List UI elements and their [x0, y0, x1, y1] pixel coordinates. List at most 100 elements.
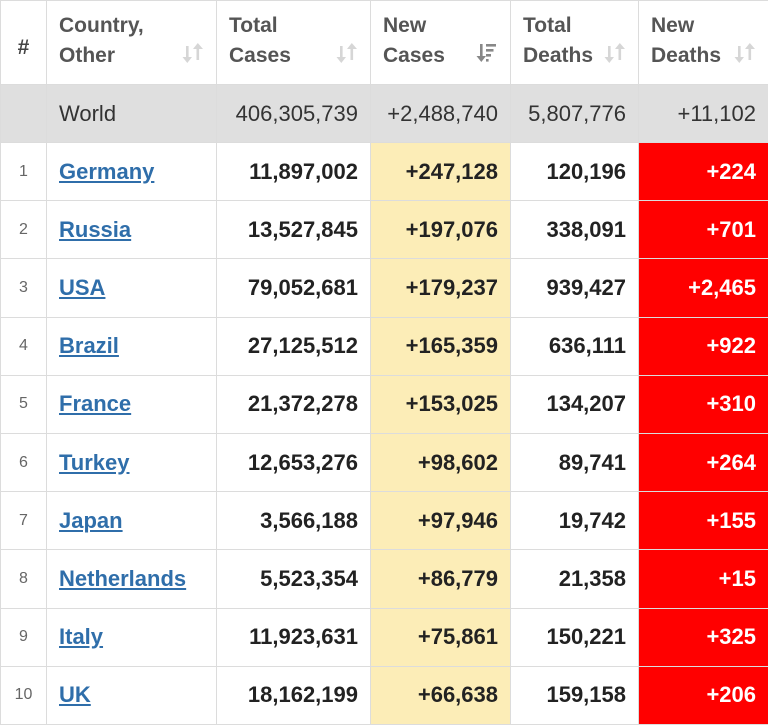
country-link-brazil[interactable]: Brazil	[59, 333, 119, 358]
column-header-label: Other	[59, 44, 115, 67]
country-link-italy[interactable]: Italy	[59, 624, 103, 649]
column-header-label: Total	[229, 14, 278, 37]
new-cases-cell: +165,359	[371, 317, 511, 375]
total-cases-cell: 79,052,681	[217, 259, 371, 317]
new-deaths-cell: +155	[639, 492, 768, 550]
sort-arrows-icon[interactable]	[604, 41, 626, 65]
rank-cell: 5	[1, 375, 47, 433]
rank-cell: 7	[1, 492, 47, 550]
sort-arrows-icon[interactable]	[336, 41, 358, 65]
table-row: 9 Italy 11,923,631 +75,861 150,221 +325	[1, 608, 768, 666]
country-cell: Netherlands	[47, 550, 217, 608]
total-cases-cell: 5,523,354	[217, 550, 371, 608]
rank-cell	[1, 85, 47, 143]
new-cases-cell: +179,237	[371, 259, 511, 317]
rank-cell: 8	[1, 550, 47, 608]
new-deaths-cell: +264	[639, 433, 768, 491]
total-deaths-cell: 338,091	[511, 201, 639, 259]
country-link-netherlands[interactable]: Netherlands	[59, 566, 186, 591]
new-cases-cell: +197,076	[371, 201, 511, 259]
country-link-russia[interactable]: Russia	[59, 217, 131, 242]
total-deaths-cell: 5,807,776	[511, 85, 639, 143]
total-deaths-cell: 150,221	[511, 608, 639, 666]
total-deaths-cell: 159,158	[511, 666, 639, 724]
country-link-usa[interactable]: USA	[59, 275, 105, 300]
new-cases-cell: +247,128	[371, 143, 511, 201]
column-header-total-cases[interactable]: Total Cases	[217, 1, 371, 85]
table-row: 7 Japan 3,566,188 +97,946 19,742 +155	[1, 492, 768, 550]
country-cell: UK	[47, 666, 217, 724]
sort-descending-icon[interactable]	[476, 41, 498, 65]
total-deaths-cell: 134,207	[511, 375, 639, 433]
new-cases-cell: +75,861	[371, 608, 511, 666]
new-deaths-cell: +11,102	[639, 85, 768, 143]
table-row: 4 Brazil 27,125,512 +165,359 636,111 +92…	[1, 317, 768, 375]
table-header-row: # Country, Other Total Cases	[1, 1, 768, 85]
country-cell: Germany	[47, 143, 217, 201]
total-cases-cell: 12,653,276	[217, 433, 371, 491]
column-header-total-deaths[interactable]: Total Deaths	[511, 1, 639, 85]
country-link-germany[interactable]: Germany	[59, 159, 154, 184]
rank-cell: 1	[1, 143, 47, 201]
country-cell: Russia	[47, 201, 217, 259]
column-header-label: Deaths	[651, 44, 721, 67]
new-cases-cell: +97,946	[371, 492, 511, 550]
table-row: 3 USA 79,052,681 +179,237 939,427 +2,465	[1, 259, 768, 317]
total-cases-cell: 11,897,002	[217, 143, 371, 201]
total-cases-cell: 11,923,631	[217, 608, 371, 666]
total-cases-cell: 406,305,739	[217, 85, 371, 143]
table-row: 10 UK 18,162,199 +66,638 159,158 +206	[1, 666, 768, 724]
new-deaths-cell: +922	[639, 317, 768, 375]
sort-arrows-icon[interactable]	[734, 41, 756, 65]
country-cell: Japan	[47, 492, 217, 550]
country-cell: World	[47, 85, 217, 143]
country-link-turkey[interactable]: Turkey	[59, 450, 130, 475]
country-link-france[interactable]: France	[59, 391, 131, 416]
new-cases-cell: +98,602	[371, 433, 511, 491]
new-cases-cell: +86,779	[371, 550, 511, 608]
column-header-new-deaths[interactable]: New Deaths	[639, 1, 768, 85]
new-deaths-cell: +224	[639, 143, 768, 201]
total-deaths-cell: 636,111	[511, 317, 639, 375]
rank-cell: 10	[1, 666, 47, 724]
rank-cell: 9	[1, 608, 47, 666]
new-deaths-cell: +2,465	[639, 259, 768, 317]
column-header-rank: #	[1, 1, 47, 85]
new-deaths-cell: +701	[639, 201, 768, 259]
country-cell: Italy	[47, 608, 217, 666]
column-header-new-cases[interactable]: New Cases	[371, 1, 511, 85]
country-cell: Turkey	[47, 433, 217, 491]
total-cases-cell: 27,125,512	[217, 317, 371, 375]
table-row: 8 Netherlands 5,523,354 +86,779 21,358 +…	[1, 550, 768, 608]
column-header-label: Deaths	[523, 44, 593, 67]
table-row: 1 Germany 11,897,002 +247,128 120,196 +2…	[1, 143, 768, 201]
new-deaths-cell: +325	[639, 608, 768, 666]
world-total-row: World 406,305,739 +2,488,740 5,807,776 +…	[1, 85, 768, 143]
table-row: 5 France 21,372,278 +153,025 134,207 +31…	[1, 375, 768, 433]
new-deaths-cell: +310	[639, 375, 768, 433]
total-cases-cell: 21,372,278	[217, 375, 371, 433]
total-deaths-cell: 939,427	[511, 259, 639, 317]
new-cases-cell: +2,488,740	[371, 85, 511, 143]
column-header-label: New	[383, 14, 426, 37]
country-link-japan[interactable]: Japan	[59, 508, 123, 533]
country-cell: USA	[47, 259, 217, 317]
new-cases-cell: +66,638	[371, 666, 511, 724]
column-header-label: Cases	[383, 44, 445, 67]
total-cases-cell: 18,162,199	[217, 666, 371, 724]
total-cases-cell: 13,527,845	[217, 201, 371, 259]
total-deaths-cell: 89,741	[511, 433, 639, 491]
country-link-uk[interactable]: UK	[59, 682, 91, 707]
new-deaths-cell: +206	[639, 666, 768, 724]
column-header-country[interactable]: Country, Other	[47, 1, 217, 85]
total-deaths-cell: 19,742	[511, 492, 639, 550]
rank-cell: 6	[1, 433, 47, 491]
column-header-label: Total	[523, 14, 572, 37]
sort-arrows-icon[interactable]	[182, 41, 204, 65]
total-deaths-cell: 21,358	[511, 550, 639, 608]
column-header-rank-label: #	[18, 36, 30, 59]
column-header-label: Cases	[229, 44, 291, 67]
total-deaths-cell: 120,196	[511, 143, 639, 201]
rank-cell: 3	[1, 259, 47, 317]
